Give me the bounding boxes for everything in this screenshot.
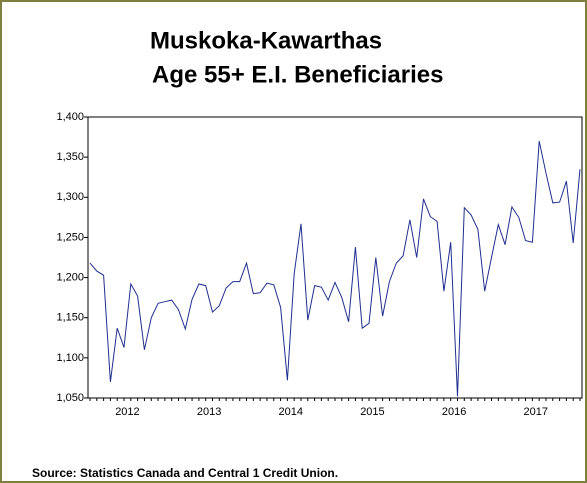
chart-title: Muskoka-Kawarthas — [150, 27, 382, 54]
y-tick-label: 1,200 — [56, 271, 84, 283]
x-tick-label: 2017 — [524, 406, 548, 418]
source-note: Source: Statistics Canada and Central 1 … — [32, 466, 338, 480]
x-tick-label: 2012 — [115, 406, 139, 418]
x-tick-label: 2014 — [279, 406, 303, 418]
y-tick-label: 1,050 — [56, 392, 84, 404]
x-tick-label: 2015 — [360, 406, 384, 418]
x-tick-label: 2013 — [197, 406, 221, 418]
x-tick-label: 2016 — [442, 406, 466, 418]
y-tick-label: 1,350 — [56, 151, 84, 163]
y-tick-label: 1,400 — [56, 111, 84, 123]
y-tick-label: 1,250 — [56, 231, 84, 243]
y-tick-label: 1,300 — [56, 191, 84, 203]
y-tick-label: 1,100 — [56, 352, 84, 364]
y-tick-label: 1,150 — [56, 312, 84, 324]
chart-title: Age 55+ E.I. Beneficiaries — [152, 61, 443, 88]
data-line — [89, 140, 581, 397]
